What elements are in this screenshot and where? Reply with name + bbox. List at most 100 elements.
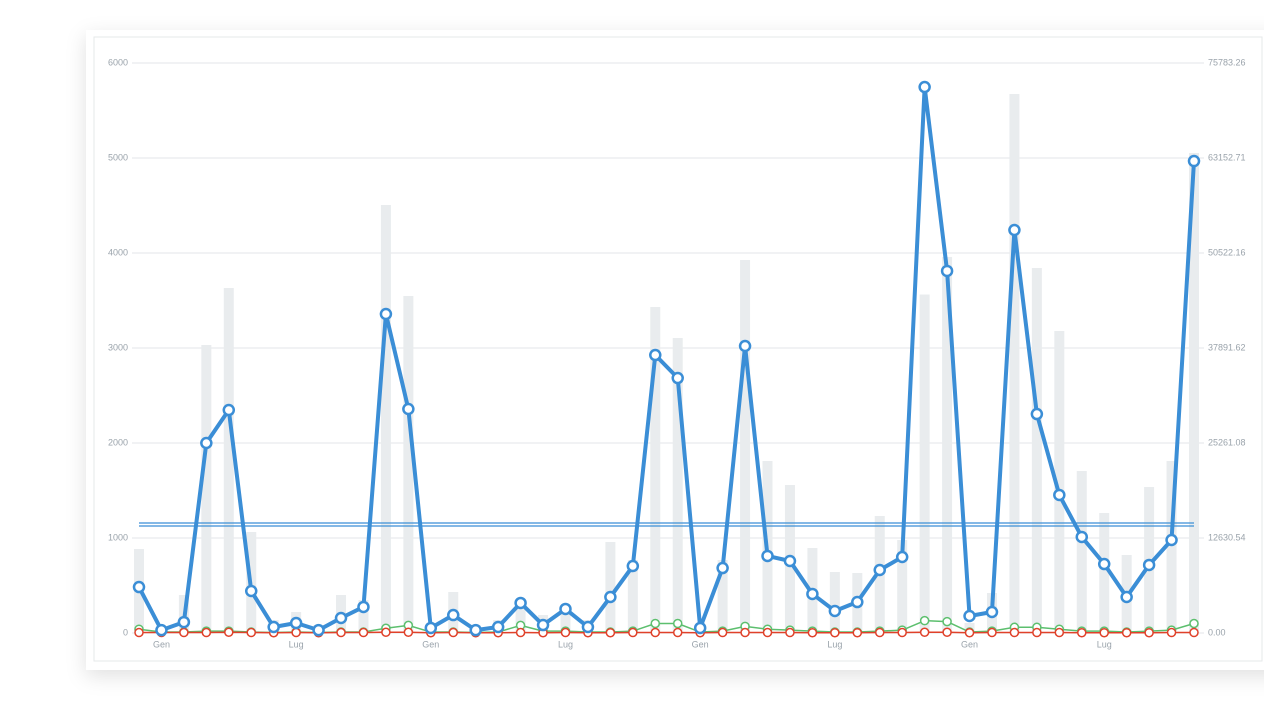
point: [693, 621, 707, 635]
point: [1075, 530, 1089, 544]
y2-tick-label: 50522.16: [1208, 247, 1246, 257]
point: [1053, 488, 1066, 502]
point: [515, 627, 526, 638]
point: [1142, 558, 1156, 572]
y2-tick-label: 37891.62: [1208, 342, 1246, 352]
point: [358, 627, 369, 638]
bar: [1054, 331, 1065, 633]
point: [1144, 627, 1154, 638]
bar: [650, 307, 661, 633]
point: [289, 616, 303, 630]
point: [581, 620, 595, 634]
point: [1099, 627, 1109, 638]
point: [628, 627, 638, 638]
point: [806, 587, 819, 601]
point: [918, 80, 931, 94]
point: [155, 623, 168, 637]
point: [514, 596, 527, 610]
point: [379, 307, 393, 321]
point: [672, 618, 683, 629]
point: [536, 618, 550, 632]
point: [246, 627, 256, 638]
y2-tick-label: 12630.54: [1208, 532, 1246, 542]
bar: [672, 338, 683, 633]
point: [1097, 557, 1111, 571]
x-tick-label: Lug: [827, 639, 842, 649]
point: [312, 623, 325, 637]
point: [942, 616, 952, 627]
bar: [605, 542, 616, 633]
point: [1121, 627, 1132, 638]
point: [134, 627, 144, 638]
point: [1187, 154, 1201, 168]
point: [874, 627, 885, 638]
point: [1077, 627, 1087, 638]
point: [762, 627, 773, 638]
point: [740, 627, 750, 638]
point: [291, 627, 301, 638]
point: [179, 627, 189, 638]
point: [132, 580, 146, 594]
x-tick-label: Lug: [1097, 639, 1112, 649]
y-tick-label: 3000: [108, 342, 128, 352]
point: [672, 627, 683, 638]
point: [222, 403, 236, 417]
point: [357, 600, 370, 614]
point: [942, 627, 952, 637]
point: [403, 627, 414, 637]
x-tick-label: Gen: [961, 639, 978, 649]
point: [716, 561, 729, 575]
point: [761, 549, 774, 563]
y2-tick-label: 75783.26: [1208, 57, 1246, 67]
point: [267, 620, 280, 634]
bar: [403, 296, 414, 633]
point: [919, 627, 930, 637]
point: [469, 623, 482, 637]
point: [650, 618, 661, 629]
point: [919, 615, 930, 626]
point: [940, 264, 954, 278]
point: [605, 627, 616, 638]
point: [626, 559, 640, 573]
y-tick-label: 4000: [108, 247, 128, 257]
bar: [1009, 94, 1020, 634]
point: [897, 627, 907, 638]
bar: [223, 288, 234, 633]
point: [200, 436, 213, 450]
bar: [942, 256, 953, 633]
point: [244, 584, 258, 598]
point: [1054, 627, 1065, 638]
point: [852, 627, 863, 638]
point: [830, 627, 840, 638]
point: [985, 605, 999, 619]
point: [177, 615, 191, 629]
point: [1166, 627, 1177, 638]
point: [559, 602, 572, 616]
point: [1008, 223, 1021, 237]
y-tick-label: 1000: [108, 532, 128, 542]
point: [334, 611, 348, 625]
point: [402, 402, 415, 416]
bar: [515, 600, 526, 633]
point: [1165, 533, 1178, 547]
point: [873, 563, 886, 577]
x-tick-label: Gen: [153, 639, 170, 649]
point: [1120, 590, 1133, 604]
x-tick-label: Lug: [558, 639, 573, 649]
bar: [1166, 461, 1177, 633]
point: [424, 621, 438, 635]
point: [1030, 407, 1044, 421]
point: [1009, 627, 1020, 638]
point: [336, 627, 346, 638]
point: [1189, 627, 1199, 638]
y2-tick-label: 0.00: [1208, 627, 1226, 637]
x-tick-label: Lug: [289, 639, 304, 649]
point: [381, 627, 391, 637]
point: [650, 627, 661, 638]
x-tick-label: Gen: [422, 639, 439, 649]
bar: [201, 345, 212, 633]
bar: [1076, 471, 1087, 633]
bar: [717, 560, 728, 633]
point: [671, 371, 684, 385]
bar: [560, 604, 571, 633]
